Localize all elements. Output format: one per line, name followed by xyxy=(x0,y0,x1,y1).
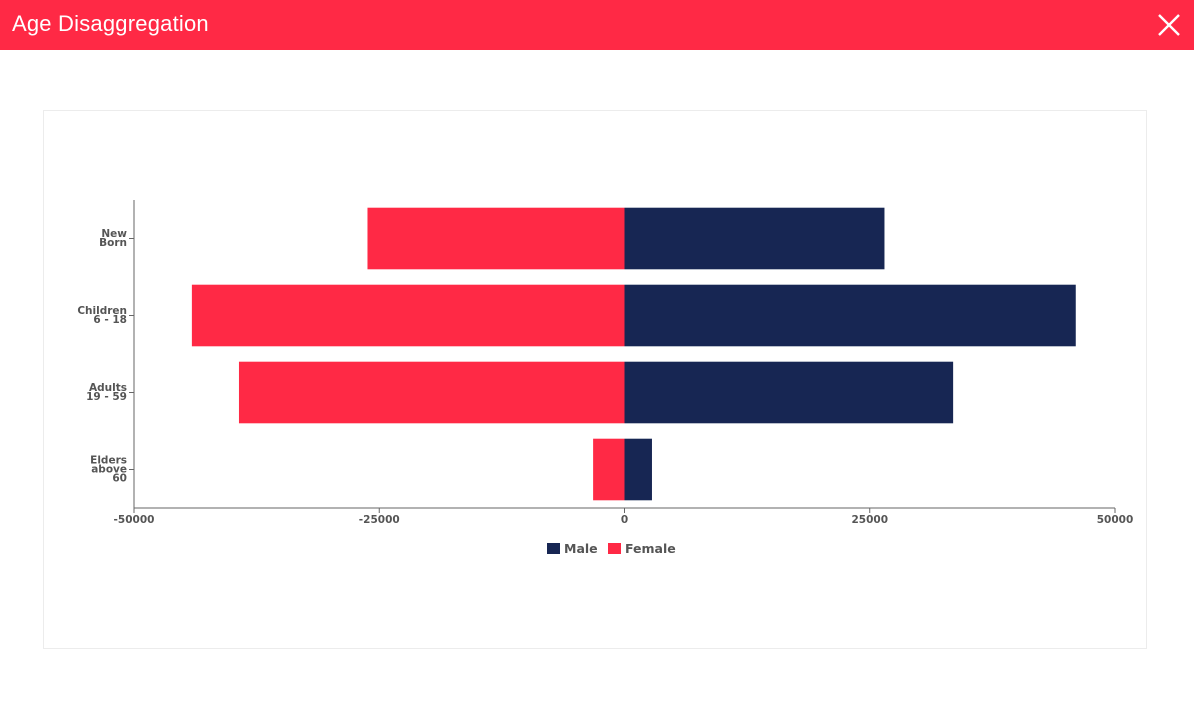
bar-female-1 xyxy=(191,284,625,347)
age-pyramid-chart: -50000 -25000 0 25000 50000 New Born Children 6 … xyxy=(77,200,1134,556)
category-label: Adults 19 - 59 xyxy=(86,382,127,403)
legend-swatch-female xyxy=(608,543,621,554)
x-tick-label: -25000 xyxy=(359,514,400,526)
bar-male-2 xyxy=(624,361,954,424)
bar-male-0 xyxy=(624,207,885,270)
close-icon xyxy=(1158,14,1180,36)
modal-header: Age Disaggregation xyxy=(0,0,1194,50)
modal-title: Age Disaggregation xyxy=(12,11,209,36)
category-label: Elders above 60 xyxy=(90,455,127,485)
legend-label-female: Female xyxy=(625,541,676,556)
x-tick-label: 50000 xyxy=(1097,514,1134,526)
chart-card: -50000 -25000 0 25000 50000 New Born Children 6 … xyxy=(43,110,1147,649)
legend-label-male: Male xyxy=(564,541,598,556)
category-label: New Born xyxy=(99,228,127,249)
bar-female-3 xyxy=(593,438,625,501)
bar-male-3 xyxy=(624,438,652,501)
x-tick-label: -50000 xyxy=(114,514,155,526)
close-button[interactable] xyxy=(1156,12,1182,38)
legend-swatch-male xyxy=(547,543,560,554)
bar-male-1 xyxy=(624,284,1076,347)
x-tick-label: 0 xyxy=(621,514,628,526)
category-label: Children 6 - 18 xyxy=(77,305,127,326)
x-tick-label: 25000 xyxy=(851,514,888,526)
bar-female-0 xyxy=(367,207,625,270)
bar-female-2 xyxy=(238,361,625,424)
